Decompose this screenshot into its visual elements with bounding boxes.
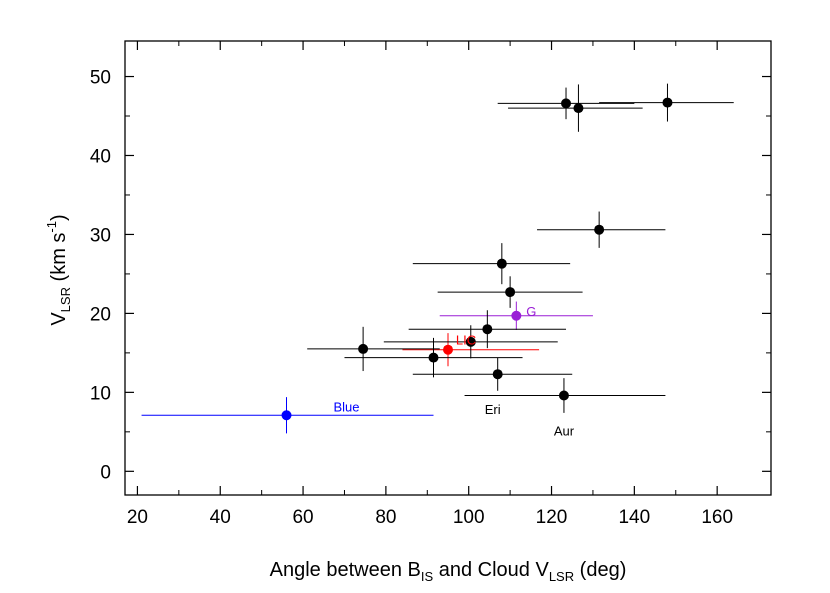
- y-axis-title: VLSR (km s-1): [44, 214, 73, 325]
- data-point-group: [537, 211, 666, 248]
- data-point: [573, 103, 584, 114]
- x-tick-label: 20: [127, 507, 148, 528]
- x-tick-label: 140: [618, 507, 650, 528]
- data-point: [443, 344, 453, 355]
- x-tick-label: 100: [453, 507, 485, 528]
- data-point: [492, 369, 503, 380]
- x-tick-label: 120: [536, 507, 568, 528]
- data-point-group: [437, 276, 583, 308]
- data-points: [141, 83, 734, 434]
- point-annotations: Blue LIC G Eri Aur: [333, 304, 574, 439]
- data-point-group: [412, 243, 571, 285]
- x-axis-title-sub2: LSR: [549, 569, 574, 584]
- y-tick-label: 50: [90, 68, 111, 89]
- data-point-group: [464, 378, 666, 413]
- y-axis-title-suffix: ): [48, 214, 70, 221]
- data-point-group: [408, 310, 567, 349]
- data-point: [358, 343, 369, 354]
- data-point-group: [508, 84, 643, 132]
- x-tick-label: 80: [375, 507, 396, 528]
- data-point-group: [383, 325, 558, 359]
- point-label: Blue: [333, 399, 359, 414]
- y-axis-title-middle: (km s: [48, 233, 70, 287]
- data-point: [465, 336, 476, 347]
- y-tick-label: 40: [90, 146, 111, 167]
- data-point: [281, 410, 292, 421]
- data-point-group: [497, 87, 635, 120]
- plot-frame: [124, 40, 772, 496]
- data-point: [428, 352, 439, 363]
- point-label: G: [526, 304, 536, 319]
- data-point: [496, 258, 507, 269]
- data-point: [561, 98, 572, 109]
- data-point: [558, 390, 569, 401]
- point-label: LIC: [456, 333, 476, 348]
- x-tick-label: 160: [701, 507, 733, 528]
- x-axis-ticks: 20 40 60 80 100 120 140 160: [127, 41, 733, 528]
- x-tick-label: 60: [292, 507, 313, 528]
- y-axis-title-prefix: V: [48, 312, 70, 326]
- x-axis-title-middle: and Cloud V: [433, 559, 549, 581]
- data-point: [511, 310, 522, 321]
- point-label: Aur: [554, 424, 575, 439]
- x-axis-title-suffix: (deg): [574, 559, 626, 581]
- y-axis-ticks: 0 10 20 30 40 50: [90, 68, 771, 483]
- point-label: Eri: [485, 402, 501, 417]
- data-point-group: [599, 83, 734, 122]
- data-point-group: [412, 357, 573, 391]
- y-tick-label: 20: [90, 304, 111, 325]
- y-axis-title-sup: -1: [44, 221, 59, 233]
- y-tick-label: 30: [90, 225, 111, 246]
- data-point-group: [344, 337, 523, 378]
- data-point: [482, 324, 493, 335]
- data-point: [662, 97, 673, 108]
- y-tick-label: 0: [100, 462, 111, 483]
- data-point-group: [141, 397, 434, 434]
- y-axis-title-sub: LSR: [58, 287, 73, 312]
- data-point-group: [439, 301, 593, 330]
- x-axis-title-prefix: Angle between B: [270, 559, 421, 581]
- x-axis-title: Angle between BIS and Cloud VLSR (deg): [270, 559, 627, 584]
- x-axis-title-sub1: IS: [421, 569, 434, 584]
- x-tick-label: 40: [210, 507, 231, 528]
- data-point: [594, 224, 605, 235]
- y-tick-label: 10: [90, 383, 111, 404]
- data-point-group: [307, 326, 440, 372]
- data-point: [505, 287, 516, 298]
